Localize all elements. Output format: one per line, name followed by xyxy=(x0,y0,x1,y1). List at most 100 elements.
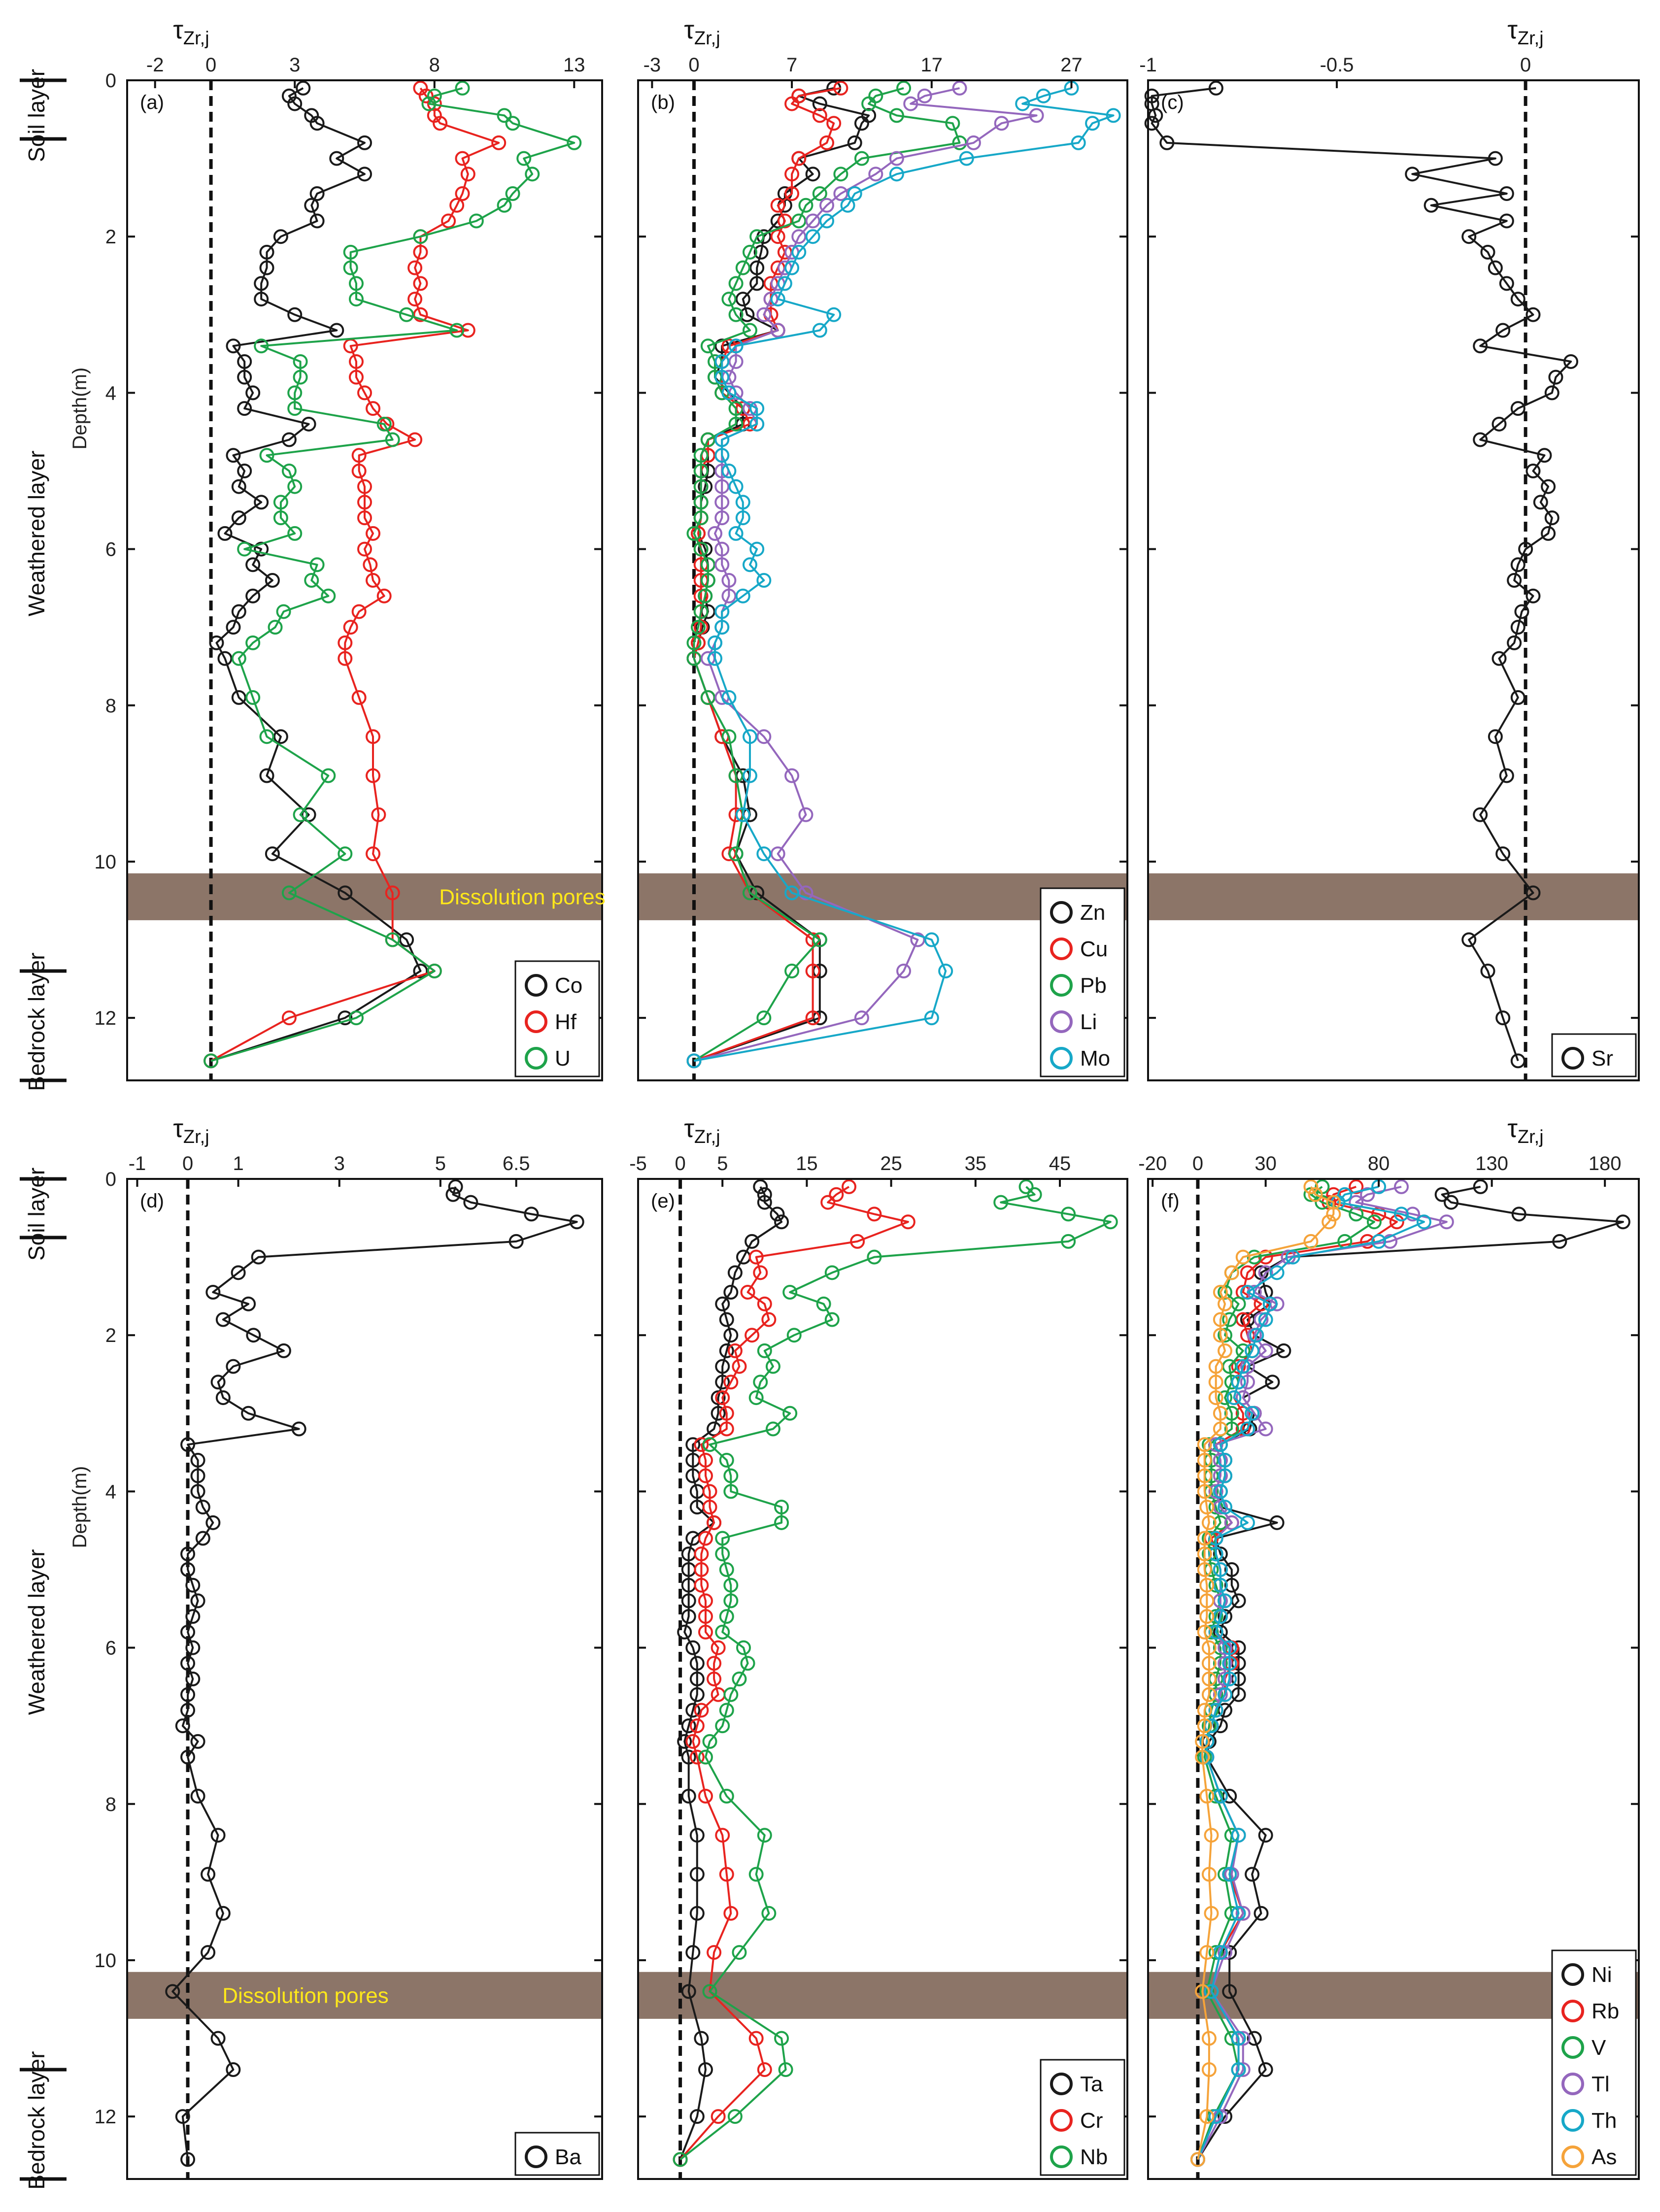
data-point-co xyxy=(329,151,344,166)
data-point-ba xyxy=(241,1406,256,1421)
data-point-ta xyxy=(677,1624,692,1640)
data-point-pb xyxy=(721,729,737,744)
data-point-co xyxy=(413,963,428,978)
data-point-cr xyxy=(694,1703,709,1718)
data-point-mo xyxy=(756,573,772,588)
plot-frame xyxy=(1147,79,1640,1081)
data-point-pb xyxy=(693,479,709,494)
data-point-ta xyxy=(681,1593,696,1609)
data-point-u xyxy=(376,416,392,432)
data-point-co xyxy=(259,260,274,275)
data-point-as xyxy=(1197,1468,1212,1483)
y-tick-label: 10 xyxy=(95,1950,117,1972)
data-point-u xyxy=(281,885,297,901)
data-point-ba xyxy=(175,2109,190,2124)
data-point-sr xyxy=(1495,323,1511,338)
data-point-pb xyxy=(686,526,702,541)
x-tick-label: 13 xyxy=(563,54,585,76)
legend: Sr xyxy=(1551,1033,1637,1077)
data-point-cr xyxy=(707,1656,722,1671)
data-point-nb xyxy=(732,1945,747,1960)
data-point-pb xyxy=(945,116,960,131)
data-point-mo xyxy=(1015,96,1030,111)
data-point-mo xyxy=(756,846,772,862)
data-point-cr xyxy=(732,1359,747,1374)
data-point-v xyxy=(1235,1343,1251,1358)
data-point-ba xyxy=(185,1577,201,1593)
data-point-nb xyxy=(765,1359,780,1374)
x-tick-label: 15 xyxy=(796,1153,818,1174)
data-point-co xyxy=(217,526,233,541)
data-point-mo xyxy=(735,495,750,510)
x-tick-label: 0 xyxy=(675,1153,685,1174)
data-point-tl xyxy=(1218,1656,1233,1671)
data-point-hf xyxy=(455,186,470,201)
data-point-nb xyxy=(673,2152,688,2167)
data-point-pb xyxy=(742,244,757,260)
legend-label-ba: Ba xyxy=(555,2145,581,2169)
data-point-ba xyxy=(205,1284,221,1300)
data-point-sr xyxy=(1480,244,1495,260)
data-point-co xyxy=(231,479,246,494)
y-tick-label: 12 xyxy=(95,1007,117,1029)
data-point-nb xyxy=(698,1749,713,1765)
data-point-pb xyxy=(693,604,709,619)
data-point-hf xyxy=(407,292,423,307)
data-point-hf xyxy=(357,541,372,557)
data-point-sr xyxy=(1518,541,1533,557)
y-tick-label: 2 xyxy=(105,226,116,248)
series-line-mo xyxy=(694,87,1115,1062)
data-point-u xyxy=(293,354,308,369)
data-point-tl xyxy=(1349,1195,1364,1210)
data-point-th xyxy=(1213,1437,1228,1452)
data-point-cr xyxy=(694,1437,709,1452)
data-point-co xyxy=(309,213,325,229)
legend-label-cr: Cr xyxy=(1080,2109,1103,2133)
x-axis-title: τZr,j xyxy=(684,16,720,49)
data-point-nb xyxy=(1103,1214,1118,1230)
data-point-ni xyxy=(1218,1609,1233,1624)
data-point-cr xyxy=(711,1640,726,1655)
x-tick-label: 27 xyxy=(1060,54,1083,76)
data-point-u xyxy=(287,479,303,494)
data-point-cr xyxy=(900,1214,915,1230)
data-point-li xyxy=(889,151,904,166)
data-point-co xyxy=(281,432,297,447)
data-point-rb xyxy=(1235,1406,1251,1421)
x-tick-label: 130 xyxy=(1475,1153,1508,1174)
data-point-as xyxy=(1197,1703,1212,1718)
data-point-sr xyxy=(1499,186,1514,201)
panel-d: Dissolution pores -1 0 1 3 5 6.5 0 2 4 6 8 10 12 τZr,j… xyxy=(95,1114,603,2180)
data-point-u xyxy=(505,116,520,131)
data-point-co xyxy=(265,573,280,588)
data-point-ba xyxy=(165,1984,180,1999)
legend-label-as: As xyxy=(1592,2145,1617,2169)
x-tick-label: 5 xyxy=(435,1153,446,1174)
data-point-co xyxy=(209,635,224,650)
data-point-ni xyxy=(1213,1546,1228,1562)
data-point-as xyxy=(1195,1984,1210,1999)
data-point-sr xyxy=(1525,307,1541,322)
data-point-hf xyxy=(413,276,428,291)
data-point-sr xyxy=(1495,1010,1511,1026)
data-point-sr xyxy=(1148,108,1163,123)
data-point-ta xyxy=(689,1656,705,1671)
data-point-th xyxy=(1208,1546,1223,1562)
data-point-sr xyxy=(1144,116,1159,131)
x-tick-label: 0 xyxy=(1192,1153,1203,1174)
data-point-mo xyxy=(840,198,855,213)
legend-label-rb: Rb xyxy=(1592,1999,1619,2023)
data-point-li xyxy=(917,88,932,103)
data-point-ta xyxy=(681,1788,696,1804)
data-point-zn xyxy=(847,135,862,150)
x-tick-label: -3 xyxy=(644,54,661,76)
data-point-li xyxy=(868,167,883,182)
data-point-cr xyxy=(698,1609,713,1624)
data-point-cr xyxy=(698,1452,713,1468)
panel-a: Dissolution pores -2 0 3 8 13 0 2 4 6 8 10 12 τZr,j (a… xyxy=(95,16,606,1081)
data-point-co xyxy=(304,198,319,213)
data-point-cr xyxy=(820,1195,836,1210)
data-point-v xyxy=(1199,1984,1215,1999)
data-point-v xyxy=(1222,1312,1237,1327)
